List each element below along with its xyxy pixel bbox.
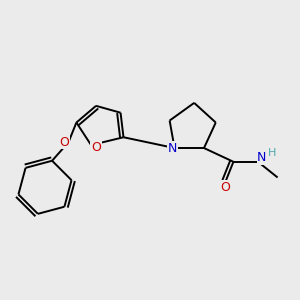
Text: O: O [60, 136, 70, 148]
Text: O: O [220, 181, 230, 194]
Text: N: N [168, 142, 177, 154]
Text: H: H [268, 148, 276, 158]
Text: N: N [257, 152, 267, 164]
Text: O: O [91, 141, 101, 154]
